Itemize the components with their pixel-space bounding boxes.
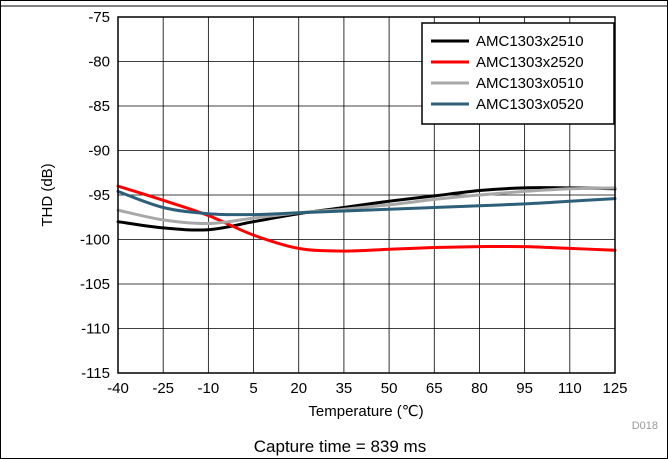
y-tick-label: -100 <box>80 232 110 249</box>
y-tick-label: -95 <box>88 187 110 204</box>
x-tick-label: 125 <box>602 380 627 397</box>
x-axis-label: Temperature (℃) <box>308 403 423 420</box>
y-tick-label: -105 <box>80 276 110 293</box>
x-tick-label: 95 <box>516 380 533 397</box>
x-tick-label: 50 <box>381 380 398 397</box>
legend-label: AMC1303x2520 <box>476 54 584 71</box>
y-tick-label: -115 <box>81 365 110 382</box>
series-line-amc1303x2510 <box>116 186 617 232</box>
y-tick-label: -80 <box>88 54 110 71</box>
x-tick-label: 5 <box>249 380 257 397</box>
legend-label: AMC1303x2510 <box>476 33 584 50</box>
legend: AMC1303x2510 AMC1303x2520 AMC1303x0510 AMC1… <box>421 22 615 125</box>
y-tick-label: -85 <box>88 98 110 115</box>
x-tick-label: 80 <box>471 380 488 397</box>
series-line-amc1303x0510 <box>116 186 617 226</box>
y-tick-label: -90 <box>88 143 110 160</box>
legend-label: AMC1303x0520 <box>476 96 584 113</box>
y-tick-labels: -75 -80 -85 -90 -95 -100 -105 -110 -115 <box>80 9 110 382</box>
legend-items: AMC1303x2510 AMC1303x2520 AMC1303x0510 AMC1… <box>431 33 584 113</box>
x-tick-label: 65 <box>426 380 443 397</box>
y-tick-label: -75 <box>88 9 110 26</box>
x-tick-label: 110 <box>558 380 582 397</box>
figure-id: D018 <box>632 420 658 432</box>
x-tick-label: -40 <box>107 380 129 397</box>
plot-area-border <box>117 16 616 374</box>
x-tick-label: 35 <box>336 380 353 397</box>
x-tick-label: -25 <box>152 380 174 397</box>
y-axis-label: THD (dB) <box>39 163 56 226</box>
x-tick-label: 20 <box>290 380 307 397</box>
series-lines <box>116 184 617 253</box>
x-tick-labels: -40 -25 -10 5 20 35 50 65 80 95 110 125 <box>107 380 627 397</box>
series-line-amc1303x0520 <box>116 189 617 217</box>
x-tick-label: -10 <box>198 380 220 397</box>
legend-label: AMC1303x0510 <box>476 75 584 92</box>
caption: Capture time = 839 ms <box>254 437 426 456</box>
y-tick-label: -110 <box>81 321 110 338</box>
